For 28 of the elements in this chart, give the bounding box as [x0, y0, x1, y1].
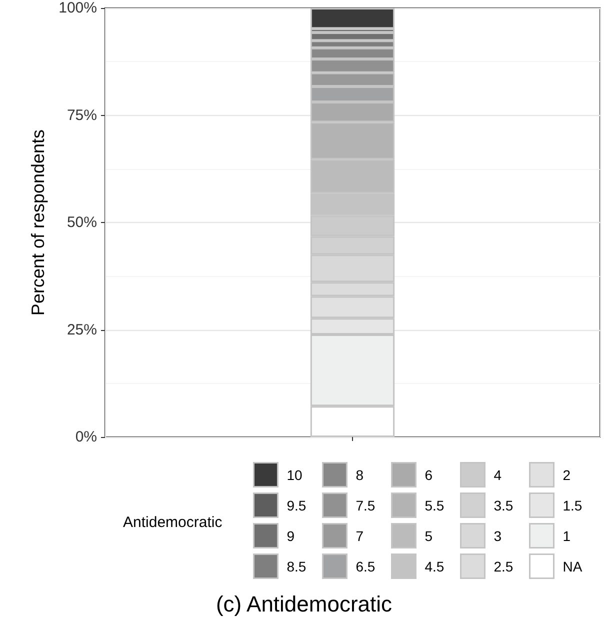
text: (c) Antidemocratic: [216, 592, 392, 616]
legend-title: Antidemocratic: [123, 514, 223, 531]
legend-label: 7: [356, 528, 364, 544]
legend-label: 3: [494, 528, 502, 544]
y-tick-label: 0%: [75, 428, 97, 446]
legend-label: 6: [424, 466, 433, 483]
legend-label: 7.5: [356, 497, 376, 514]
y-tick-label: 25%: [66, 321, 97, 338]
legend-label: 2: [562, 466, 571, 483]
legend-label: 6.5: [356, 558, 376, 574]
legend-label: 5: [424, 528, 433, 544]
legend-label: 4: [494, 466, 502, 483]
legend-label: 8.5: [286, 558, 306, 574]
legend-label: 10: [286, 466, 303, 483]
y-tick-label: 100%: [58, 0, 97, 16]
y-tick-label: 75%: [66, 106, 97, 124]
legend-label: 2.5: [494, 558, 514, 574]
legend-label: 9.5: [286, 497, 306, 514]
y-tick-label: 50%: [66, 214, 97, 231]
legend-label: 1.5: [562, 497, 582, 514]
legend-label: 4.5: [424, 558, 444, 574]
legend-label: 1: [562, 528, 571, 544]
legend-label: 5.5: [424, 497, 444, 514]
legend-label: 9: [286, 528, 295, 544]
legend-label: 8: [356, 466, 364, 483]
y-axis-title: Percent of respondents: [28, 129, 48, 316]
legend-label: NA: [562, 558, 583, 574]
legend-label: 3.5: [494, 497, 514, 514]
